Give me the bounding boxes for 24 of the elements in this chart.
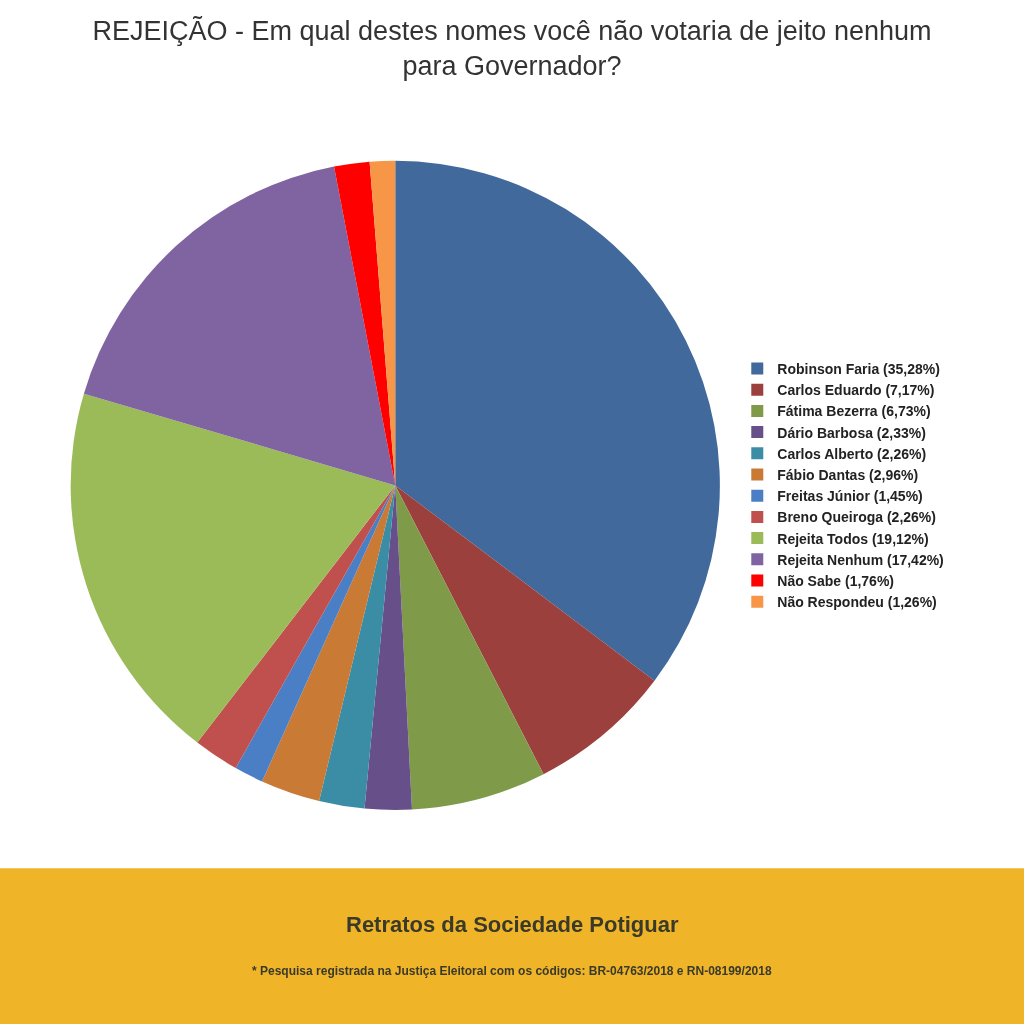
legend-label: Rejeita Todos (19,12%) (777, 530, 929, 547)
legend-label: Carlos Eduardo (7,17%) (777, 382, 935, 399)
pie-slice (262, 485, 396, 801)
legend-label: Fátima Bezerra (6,73%) (777, 403, 931, 420)
legend-label: Rejeita Nenhum (17,42%) (777, 551, 944, 568)
legend-label: Carlos Alberto (2,26%) (777, 445, 927, 462)
legend-label: Não Sabe (1,76%) (777, 572, 894, 589)
pie-slice (395, 485, 544, 810)
legend-label: Fábio Dantas (2,96%) (777, 466, 919, 483)
pie-slice (71, 393, 396, 743)
pie-slice (319, 485, 396, 809)
chart-title: REJEIÇÃO - Em qual destes nomes você não votaria de jeito nenhum para Governador? (92, 15, 932, 82)
text: * Pesquisa registrada na Justiça Eleitoral com os códigos: BR-04763/2018 e RN-08199/2018 (252, 964, 772, 978)
pie-slice (235, 485, 396, 782)
legend-label: Breno Queiroga (2,26%) (777, 509, 936, 526)
legend-label: Robinson Faria (35,28%) (777, 360, 940, 377)
text: Retratos da Sociedade Potiguar (346, 912, 679, 937)
legend-label: Freitas Júnior (1,45%) (777, 488, 923, 505)
legend-label: Não Respondeu (1,26%) (777, 594, 937, 611)
pie-slice (395, 485, 655, 775)
pie-slice (83, 166, 396, 486)
pie-slice (197, 485, 396, 769)
pie-slice (395, 160, 720, 681)
legend-label: Dário Barbosa (2,33%) (777, 424, 926, 441)
